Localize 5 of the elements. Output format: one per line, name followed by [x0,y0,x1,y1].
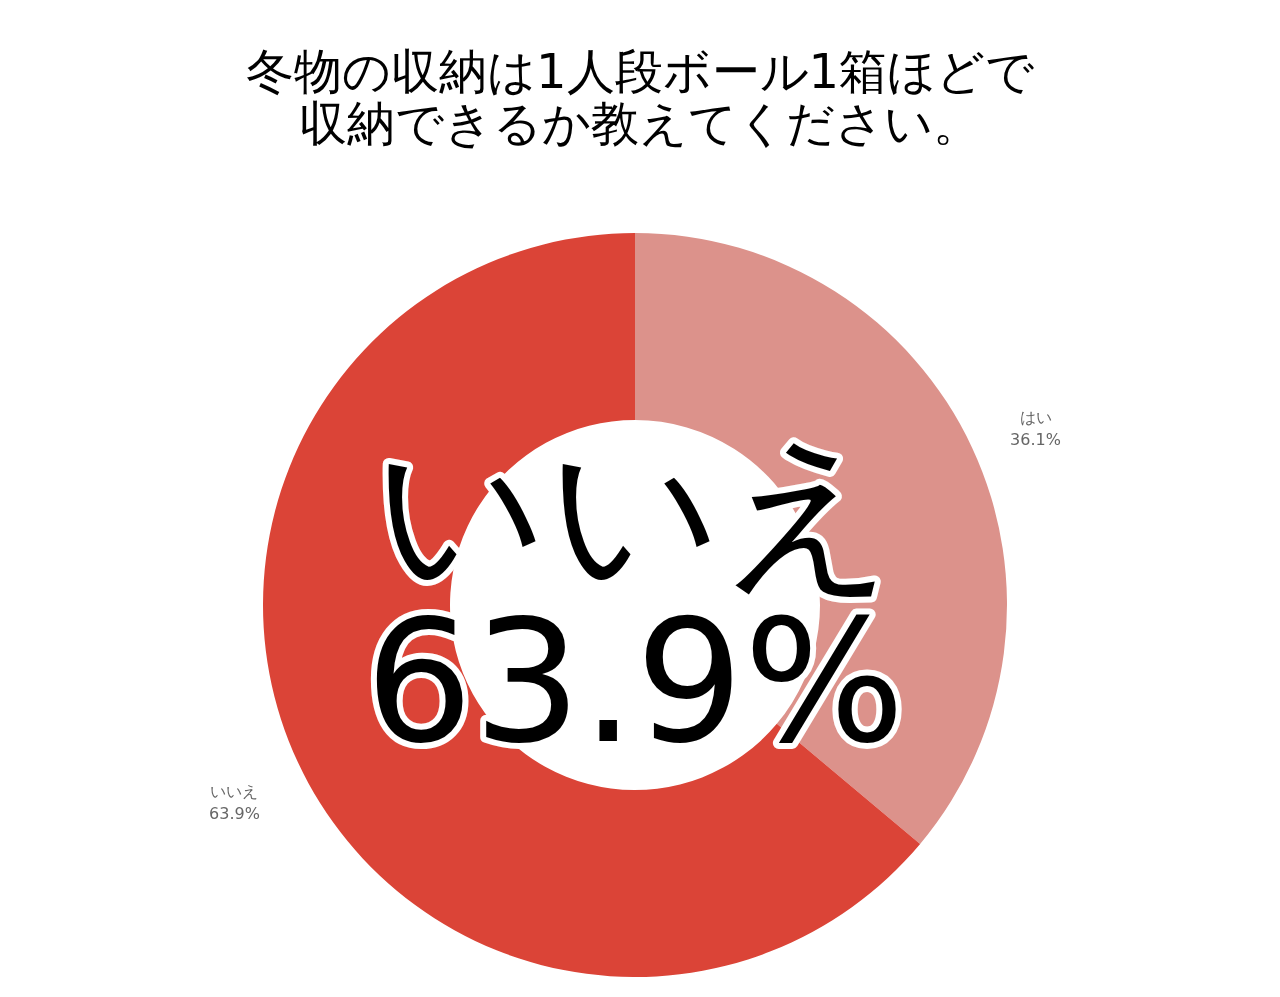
slice-label: はい [1019,408,1052,428]
data-label: 63.9% [209,803,260,823]
slice-label: いいえ [210,781,259,801]
data-label: 36.1% [1010,430,1061,450]
chart-title: 冬物の収納は1人段ボール1箱ほどで収納できるか教えてください。 [245,43,1035,151]
